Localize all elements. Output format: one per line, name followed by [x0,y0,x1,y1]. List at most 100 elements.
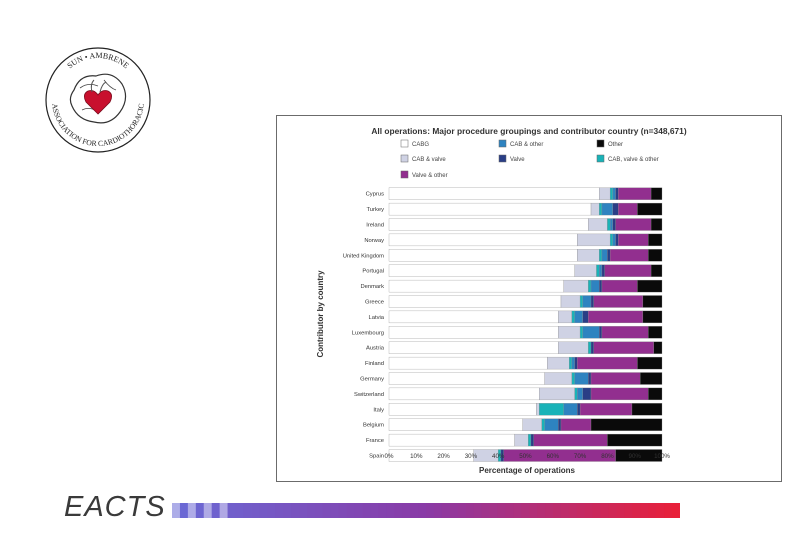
bar-other [642,295,663,308]
y-tick-label: Portugal [362,269,384,275]
y-tick-label: Turkey [366,207,384,213]
bar-cabg_other [590,279,600,293]
bar-cabg_valve [563,279,589,293]
bar-cabg_valve [514,433,529,447]
bar-cabg [388,218,589,231]
y-tick-label: Belgium [363,423,384,429]
bar-cabg_valve_other [579,295,583,308]
y-tick-label: Italy [373,407,384,413]
bar-valve_other [590,372,641,385]
footer-bar-segment [243,503,252,518]
footer-bar-segment [378,503,387,518]
bar-cabg_valve_other [609,187,614,200]
footer-bar-segment [553,503,562,518]
bar-other [648,233,663,247]
bar-cabg_valve_other [569,356,573,370]
footer-bar-segment [632,503,641,518]
footer-bar-segment [426,503,435,518]
bar-other [640,372,663,385]
footer-bar-segment [251,503,260,518]
legend-label-valve_other: Valve & other [412,173,448,179]
footer-bar-segment [497,503,506,518]
stacked-bar-chart: All operations: Major procedure grouping… [316,126,687,475]
bar-other [637,356,663,370]
footer-bar-segment [592,503,602,518]
y-tick-label: Luxembourg [352,330,384,336]
footer-bar-segment [441,503,451,518]
bar-cabg [388,449,474,462]
footer-bar-segment [529,503,538,518]
bar-cabg_valve [577,249,600,262]
footer-bar-segment [672,503,680,518]
footer-bar-segment [465,503,475,518]
bar-cabg_valve_other [599,249,603,262]
footer-bar-segment [211,503,221,518]
footer-bar-segment [433,503,443,518]
x-tick-label: 10% [410,453,423,460]
footer-bar-segment [187,503,197,518]
y-tick-label: Finland [365,361,384,367]
legend-swatch-other [596,139,605,148]
bar-cabg [388,326,559,339]
x-tick-label: 0% [385,453,394,460]
bar-cabg_valve_other [579,326,583,339]
bar-valve [601,264,605,277]
bar-cabg [388,202,592,216]
bar-cabg_valve [536,403,540,416]
footer-bar-segment [402,503,411,518]
footer-bar-segment [537,503,546,518]
bar-valve [612,218,616,231]
bar-valve_other [533,433,608,447]
bar-cabg [388,233,578,247]
bar-valve_other [577,356,638,370]
x-tick-label: 70% [574,453,587,460]
bar-cabg_valve_other [596,264,600,277]
legend-swatch-valve [498,154,507,163]
bar-valve [588,372,592,385]
bar-valve_other [618,233,649,247]
footer-bar-segment [172,503,181,518]
footer-bar-segment [616,503,626,518]
bar-cabg_other [582,326,600,339]
bar-cabg_valve [558,310,573,324]
footer-bar-segment [267,503,276,518]
bar-valve_other [593,341,654,354]
bar-valve [599,279,603,293]
seal-map-outline [69,73,127,124]
bar-cabg_valve_other [541,418,545,431]
bar-cabg [388,187,600,200]
bar-cabg_other [612,187,616,200]
footer-bar-segment [513,503,522,518]
bar-other [650,187,663,200]
bar-valve_other [560,418,592,431]
legend-label-cabg_valve_other: CAB, valve & other [608,157,659,163]
legend-label-valve: Valve [510,157,525,163]
bar-cabg_valve [574,264,597,277]
bar-other [648,326,663,339]
x-tick-label: 50% [519,453,532,460]
bar-cabg_valve [538,387,575,401]
legend-swatch-cabg [400,139,409,148]
bar-cabg_other [612,233,616,247]
bar-valve_other [579,403,633,416]
bar-cabg_valve_other [607,218,611,231]
y-tick-label: United Kingdom [343,253,384,259]
bar-valve_other [590,387,649,401]
footer-bar-segment [481,503,491,518]
bar-cabg_valve [588,218,608,231]
footer-bar-segment [449,503,459,518]
y-axis-label: Contributor by country [316,270,325,358]
y-tick-label: Denmark [360,284,384,290]
footer-bar-segment [664,503,673,518]
bar-valve_other [615,218,652,231]
footer-bar-segment [259,503,268,518]
bar-cabg_valve [599,187,611,200]
footer-bar-segment [600,503,610,518]
y-tick-label: Greece [365,300,384,306]
footer-bar-segment [338,503,348,518]
bar-cabg_other [609,218,614,231]
bar-valve [615,233,619,247]
footer-bar-segment [410,503,419,518]
bar-valve_other [618,187,652,200]
footer-bar-segment [299,503,308,518]
